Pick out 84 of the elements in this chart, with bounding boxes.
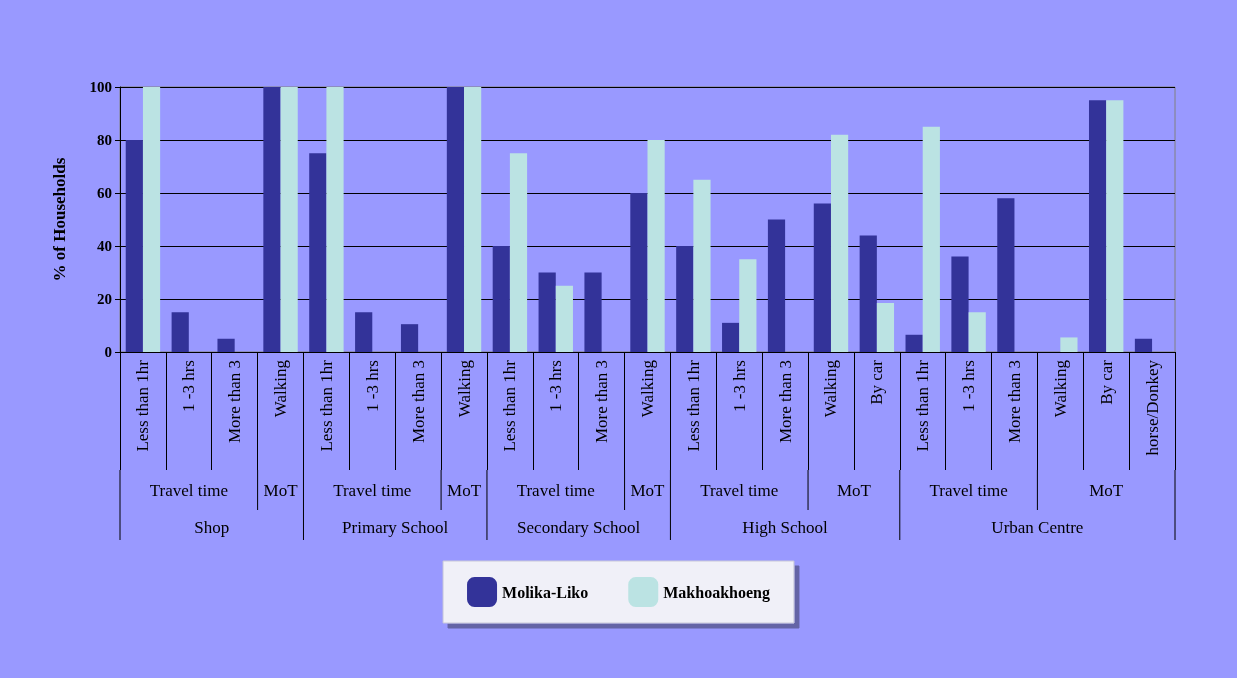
bar <box>400 324 419 352</box>
legend-label: Molika-Liko <box>502 583 589 601</box>
bar <box>647 140 665 352</box>
x-tick-label: Walking <box>454 359 474 418</box>
text: MoT <box>1089 480 1124 500</box>
text: Secondary School <box>517 517 641 537</box>
text: Primary School <box>342 517 449 537</box>
bar <box>876 302 895 352</box>
bar <box>767 219 786 352</box>
text: MoT <box>836 480 872 500</box>
x-tick-label: More than 3 <box>1004 360 1024 444</box>
text: Travel time <box>149 480 228 500</box>
x-tick-label: 1 -3 hrs <box>362 360 382 412</box>
y-tick-label: 0 <box>104 344 112 360</box>
x-tick-label: Less than 1hr <box>913 359 933 452</box>
text: MoT <box>447 480 482 500</box>
bar <box>509 153 528 352</box>
x-tick-label: 1 -3 hrs <box>546 360 566 412</box>
bar <box>722 322 740 352</box>
bar <box>830 134 849 352</box>
x-tick-label: Less than 1hr <box>683 359 703 452</box>
x-tick-label: 1 -3 hrs <box>959 360 979 412</box>
x-tick-label: More than 3 <box>225 360 245 444</box>
legend-label: Makhoakhoeng <box>663 583 770 602</box>
bar <box>263 87 281 352</box>
x-tick-label: Walking <box>271 359 291 418</box>
bar <box>1134 338 1153 352</box>
x-tick-label: Less than 1hr <box>316 359 336 452</box>
x-tick-label: 1 -3 hrs <box>729 360 749 412</box>
bar <box>1088 100 1107 352</box>
y-axis-title: % of Households <box>50 157 69 282</box>
y-tick-label: 40 <box>97 238 112 254</box>
x-tick-label: Walking <box>638 359 657 418</box>
text: Travel time <box>516 480 595 500</box>
bar <box>739 259 757 352</box>
text: Shop <box>194 517 230 537</box>
x-tick-label: Walking <box>1050 359 1070 418</box>
bar <box>951 256 969 352</box>
text: MoT <box>630 480 666 500</box>
text: Urban Centre <box>991 517 1084 537</box>
text: MoT <box>263 480 299 500</box>
text: Travel time <box>333 480 412 500</box>
bar <box>1106 100 1124 352</box>
y-tick-label: 20 <box>97 291 112 307</box>
bar <box>309 153 327 352</box>
bar <box>125 140 143 352</box>
y-tick-label: 100 <box>89 79 112 95</box>
bar <box>538 272 556 352</box>
bar <box>584 272 602 352</box>
x-tick-label: By car <box>1096 359 1116 405</box>
x-tick-label: Less than 1hr <box>133 359 153 452</box>
bar <box>968 312 986 352</box>
x-tick-label: Less than 1hr <box>500 359 520 452</box>
bar <box>676 246 694 352</box>
bar <box>217 338 235 352</box>
y-tick-label: 60 <box>97 185 112 201</box>
bar <box>905 334 923 352</box>
bar <box>813 203 831 352</box>
x-tick-label: 1 -3 hrs <box>179 360 199 412</box>
bar <box>171 312 189 352</box>
bar <box>326 87 344 352</box>
x-tick-label: More than 3 <box>408 360 428 444</box>
bar <box>492 246 510 352</box>
bar <box>446 87 465 352</box>
bar <box>280 87 298 352</box>
text: High School <box>742 517 829 537</box>
bar <box>142 87 161 352</box>
bar <box>693 179 711 352</box>
text: Travel time <box>929 480 1008 500</box>
x-tick-label: By car <box>867 359 887 405</box>
bar <box>1060 337 1078 352</box>
bar <box>997 198 1015 352</box>
x-tick-label: More than 3 <box>775 360 795 444</box>
bar <box>355 312 373 352</box>
bar <box>630 193 648 352</box>
bar <box>922 126 940 352</box>
y-tick-label: 80 <box>97 132 112 148</box>
text: Travel time <box>700 480 779 500</box>
x-tick-label: horse/Donkey <box>1142 359 1162 456</box>
bar <box>464 87 482 352</box>
x-tick-label: More than 3 <box>592 360 612 444</box>
x-tick-label: Walking <box>821 359 841 418</box>
bar <box>555 285 573 352</box>
bar <box>859 235 877 352</box>
